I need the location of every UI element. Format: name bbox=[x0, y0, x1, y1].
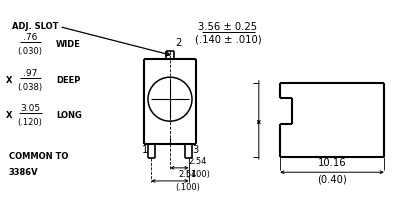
Text: 3386V: 3386V bbox=[9, 168, 38, 177]
Text: 10.16: 10.16 bbox=[318, 158, 346, 168]
Text: DEEP: DEEP bbox=[56, 76, 80, 85]
Text: .76: .76 bbox=[23, 33, 37, 42]
Text: 3.05: 3.05 bbox=[20, 104, 40, 113]
Text: (.140 ± .010): (.140 ± .010) bbox=[195, 35, 261, 45]
Text: 3.56 ± 0.25: 3.56 ± 0.25 bbox=[198, 22, 258, 32]
Text: 3: 3 bbox=[192, 145, 198, 155]
Text: ADJ. SLOT: ADJ. SLOT bbox=[12, 22, 58, 31]
Text: 2: 2 bbox=[175, 38, 182, 48]
Text: (0.40): (0.40) bbox=[317, 175, 347, 185]
Text: 1: 1 bbox=[142, 145, 148, 155]
Text: COMMON TO: COMMON TO bbox=[9, 152, 68, 162]
Text: (.030): (.030) bbox=[18, 47, 42, 56]
Text: (.100): (.100) bbox=[176, 183, 200, 192]
Text: X: X bbox=[6, 76, 12, 85]
Text: (.100): (.100) bbox=[185, 170, 210, 179]
Text: X: X bbox=[6, 111, 12, 120]
Text: WIDE: WIDE bbox=[56, 40, 81, 49]
Text: .97: .97 bbox=[23, 69, 37, 78]
Text: LONG: LONG bbox=[56, 111, 82, 120]
Text: (.120): (.120) bbox=[18, 118, 42, 127]
Text: 2.54: 2.54 bbox=[188, 157, 206, 166]
Text: 2.54: 2.54 bbox=[179, 170, 197, 179]
Text: (.038): (.038) bbox=[18, 83, 42, 92]
